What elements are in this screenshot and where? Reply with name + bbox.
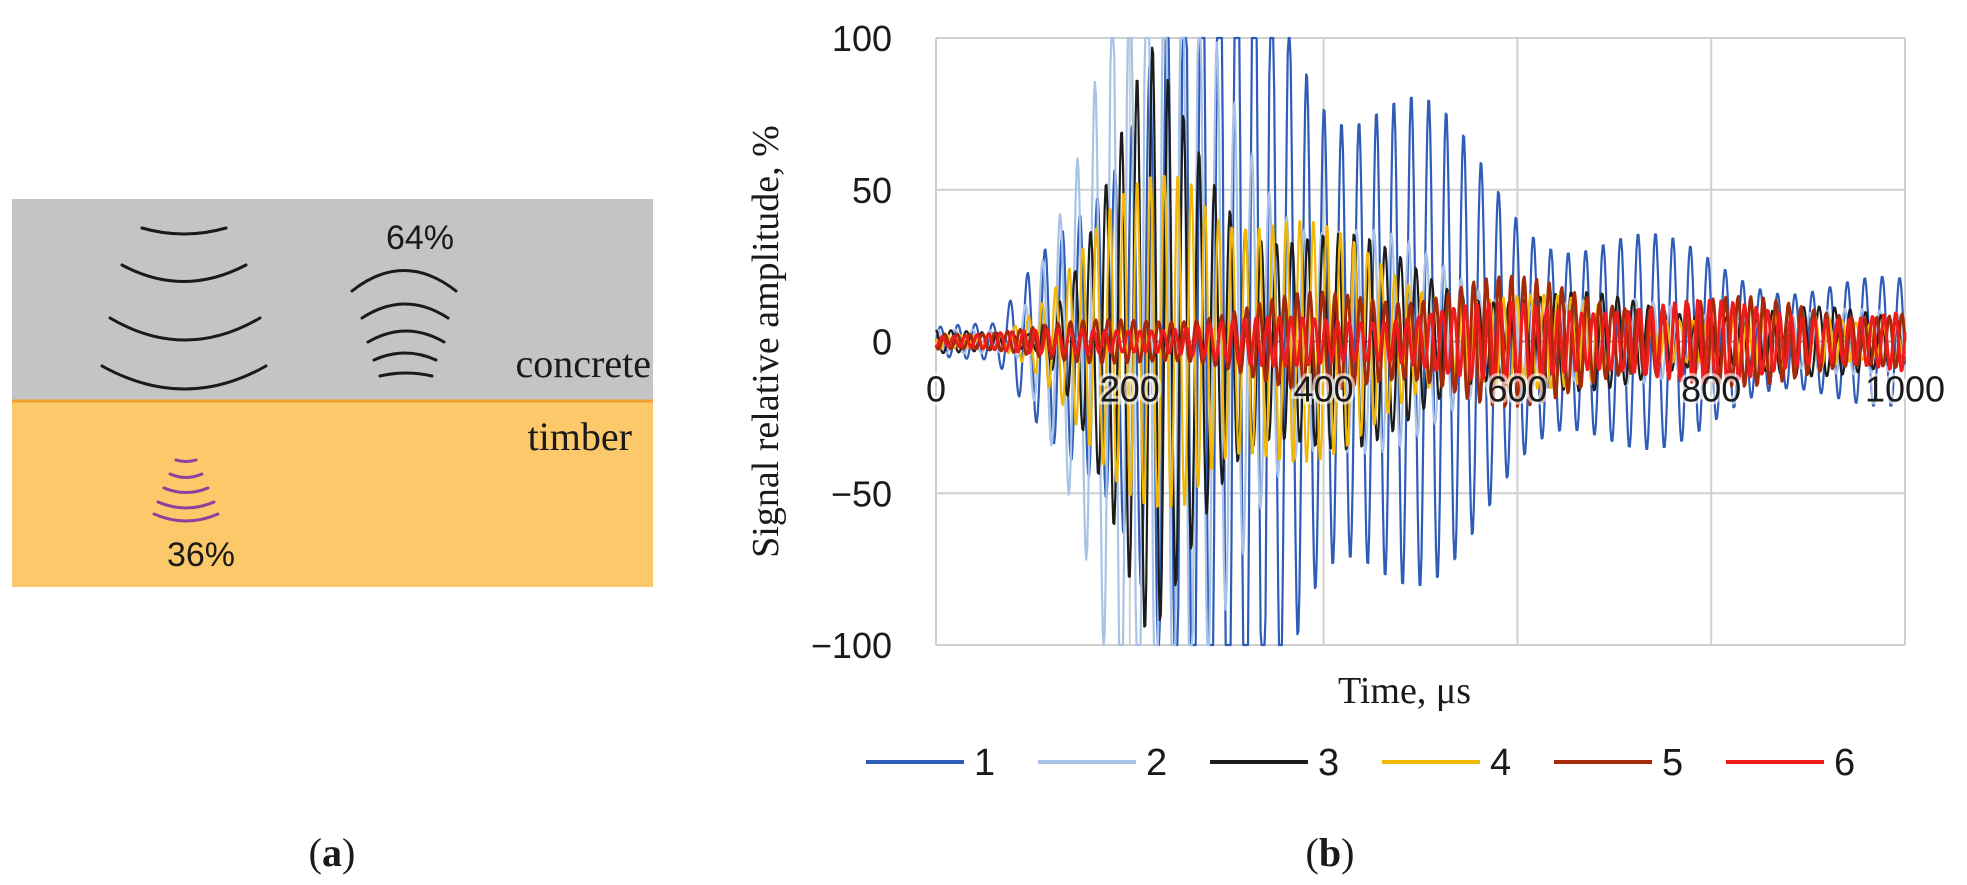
timber-label: timber: [528, 414, 632, 459]
x-tick-label: 800: [1681, 369, 1741, 410]
wavefront-arc: [168, 472, 204, 479]
legend: 1 2 3 4 5 6: [866, 742, 1855, 784]
concrete-layer: [12, 199, 653, 401]
panel-a-caption: (a): [309, 830, 356, 875]
y-axis-label: Signal relative amplitude, %: [745, 125, 787, 558]
wavefront-arc: [372, 351, 438, 362]
x-tick-label: 200: [1100, 369, 1160, 410]
legend-label-5: 5: [1662, 742, 1683, 784]
wavefront-arc: [152, 512, 220, 523]
concrete-label: concrete: [516, 341, 651, 386]
wavefront-arc: [156, 500, 216, 510]
series-group: [934, 36, 1907, 647]
x-tick-label: 0: [926, 369, 946, 410]
legend-label-1: 1: [974, 742, 995, 784]
panel-a-caption-letter: a: [322, 830, 342, 875]
y-tick-label: 100: [832, 18, 892, 59]
wavefront-arc: [360, 302, 450, 320]
timber-layer: [12, 401, 653, 587]
legend-label-6: 6: [1834, 742, 1855, 784]
incident-wave-icon: [100, 226, 268, 391]
wavefront-arc: [100, 364, 268, 391]
legend-label-4: 4: [1490, 742, 1511, 784]
x-tick-label: 400: [1294, 369, 1354, 410]
legend-label-3: 3: [1318, 742, 1339, 784]
wavefront-arc: [140, 226, 228, 236]
panel-b-chart: 100 50 0 −50 −100 0 200 400 600 800 1000 Signal r…: [745, 18, 1948, 875]
reflected-percent-label: 64%: [386, 219, 454, 257]
panel-b-caption-letter: b: [1319, 830, 1341, 875]
wavefront-arc: [378, 371, 434, 378]
x-tick-label: 1000: [1865, 369, 1945, 410]
wavefront-arc: [120, 263, 248, 283]
transmitted-wave-icon: [152, 458, 220, 523]
x-axis-label: Time, μs: [1338, 670, 1471, 712]
wavefront-arc: [174, 458, 198, 463]
y-tick-label: −100: [811, 625, 892, 666]
reflected-wave-icon: [350, 269, 458, 378]
y-axis-ticks: 100 50 0 −50 −100: [811, 18, 892, 666]
transmitted-percent-label: 36%: [167, 536, 235, 574]
wavefront-arc: [108, 316, 262, 342]
wavefront-arc: [162, 486, 210, 494]
y-tick-label: 0: [872, 322, 892, 363]
panel-a-schematic: 64% 36% concrete timber (a): [12, 199, 653, 875]
wavefront-arc: [366, 329, 446, 344]
legend-label-2: 2: [1146, 742, 1167, 784]
x-axis-ticks: 0 200 400 600 800 1000: [923, 366, 1948, 413]
panel-b-caption: (b): [1306, 830, 1355, 875]
series-line-4: [934, 174, 1907, 508]
x-tick-label: 600: [1487, 369, 1547, 410]
series-line-6: [935, 298, 1907, 385]
y-tick-label: −50: [831, 473, 892, 514]
wavefront-arc: [350, 269, 458, 293]
y-tick-label: 50: [852, 170, 892, 211]
